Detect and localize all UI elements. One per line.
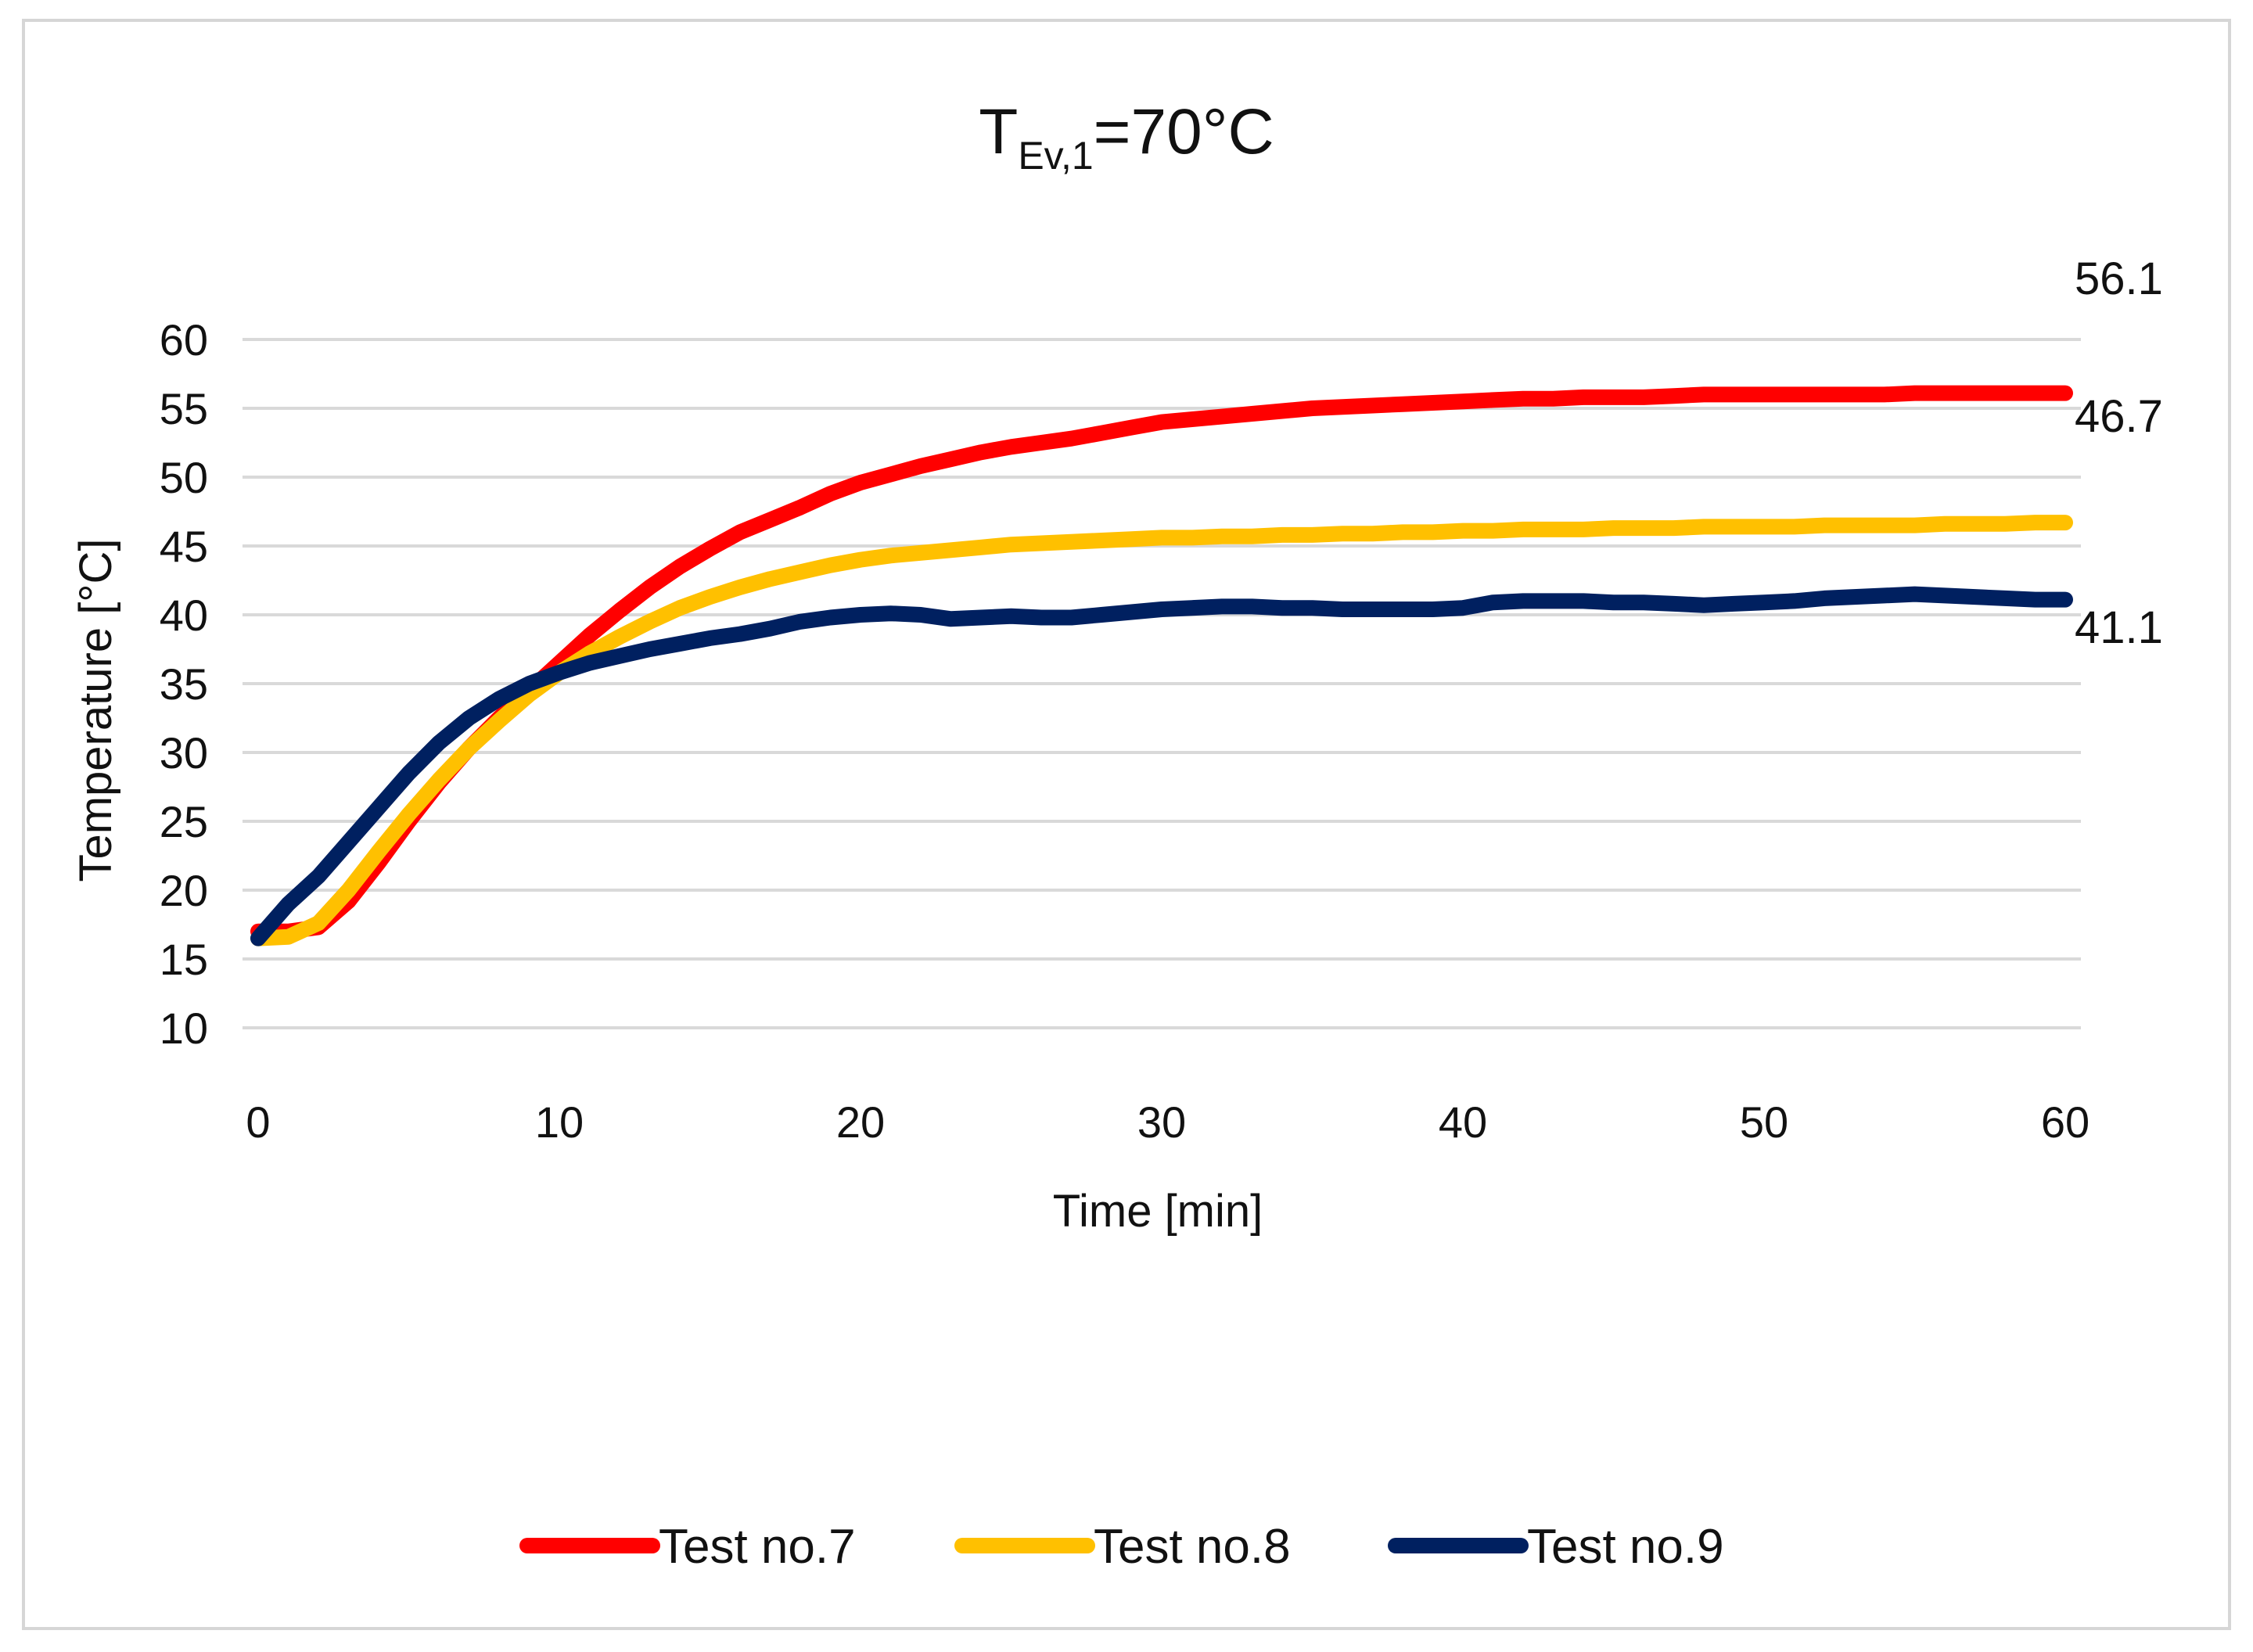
chart-title-rest: =70°C	[1094, 96, 1274, 167]
x-tick-label-60: 60	[2041, 1097, 2090, 1147]
y-tick-label-45: 45	[160, 522, 208, 571]
chart-title-subscript: Ev,1	[1018, 134, 1093, 178]
x-tick-label-20: 20	[836, 1097, 885, 1147]
x-tick-label-10: 10	[535, 1097, 584, 1147]
y-axis-ticks: 10 15 20 25 30 35 40 45 50 55 60	[160, 315, 208, 1053]
chart-title: TEv,1=70°C	[979, 96, 1274, 178]
y-tick-label-50: 50	[160, 453, 208, 502]
y-tick-label-10: 10	[160, 1004, 208, 1053]
legend: Test no.7 Test no.8 Test no.9	[519, 1520, 1724, 1574]
series-lines	[250, 385, 2073, 946]
y-axis-title: Temperature [°C]	[70, 538, 121, 882]
y-tick-label-60: 60	[160, 315, 208, 365]
series-line-2	[250, 515, 2073, 946]
legend-label-1: Test no.7	[659, 1520, 856, 1574]
x-tick-label-30: 30	[1137, 1097, 1186, 1147]
x-tick-label-40: 40	[1439, 1097, 1487, 1147]
series-line-1	[250, 385, 2073, 939]
y-tick-label-35: 35	[160, 659, 208, 709]
chart-title-main: T	[979, 96, 1018, 167]
legend-label-3: Test no.9	[1527, 1520, 1724, 1574]
y-tick-label-30: 30	[160, 728, 208, 778]
y-tick-label-40: 40	[160, 591, 208, 640]
y-tick-label-15: 15	[160, 935, 208, 984]
end-value-label-2: 46.7	[2075, 391, 2163, 442]
y-tick-label-25: 25	[160, 797, 208, 846]
end-value-labels: 56.1 46.7 41.1	[2075, 253, 2163, 653]
legend-label-2: Test no.8	[1094, 1520, 1291, 1574]
x-tick-label-50: 50	[1740, 1097, 1788, 1147]
line-chart: TEv,1=70°C 10 15 20 25 30 35 40 45 50 55 60 0 10 20 3…	[70, 96, 2163, 1574]
end-value-label-3: 41.1	[2075, 602, 2163, 653]
chart-frame: TEv,1=70°C 10 15 20 25 30 35 40 45 50 55 60 0 10 20 3…	[22, 19, 2231, 1630]
x-axis-ticks: 0 10 20 30 40 50 60	[246, 1097, 2090, 1147]
x-tick-label-0: 0	[246, 1097, 270, 1147]
y-tick-label-55: 55	[160, 384, 208, 433]
series-line-3	[250, 586, 2073, 946]
end-value-label-1: 56.1	[2075, 253, 2163, 304]
x-axis-title: Time [min]	[1053, 1186, 1263, 1237]
y-tick-label-20: 20	[160, 866, 208, 915]
